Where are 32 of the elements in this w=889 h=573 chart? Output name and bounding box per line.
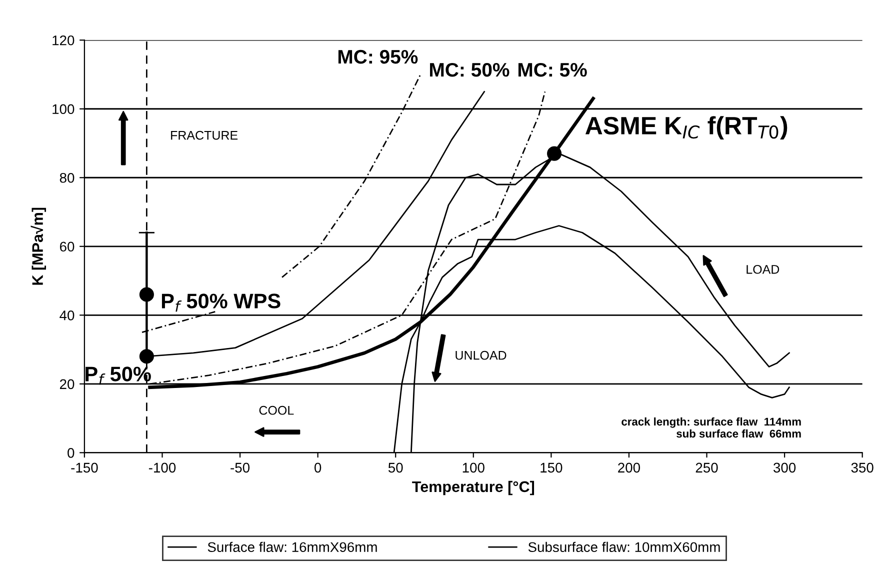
y-tick-label: 80	[60, 172, 74, 183]
x-tick-label: 0	[314, 462, 322, 473]
y-tick-label: 60	[60, 242, 74, 252]
annotation: P$_{f}$ 50% WPS	[162, 294, 280, 312]
annotation: crack length: surface flaw 114mm sub surface flaw 66mm	[622, 417, 801, 438]
x-axis-title: Temperature [°C]	[412, 480, 534, 496]
annotation: MC: 5%	[518, 62, 587, 77]
x-tick-label: 50	[388, 462, 403, 473]
annotation: LOAD	[746, 264, 780, 274]
y-tick-label: 0	[68, 448, 74, 458]
annotation: UNLOAD	[456, 350, 506, 360]
y-tick-label: 100	[52, 104, 74, 114]
x-tick-label: 350	[851, 462, 874, 473]
y-tick-label: 40	[60, 310, 74, 320]
legend-label: Surface flaw: 16mmX96mm	[208, 542, 377, 552]
x-tick-label: -100	[148, 462, 176, 473]
annotation: ASME K$_{IC}$ f(RT$_{T0}$)	[585, 116, 788, 140]
annotation: MC: 95%	[338, 50, 418, 64]
x-tick-label: -50	[230, 462, 250, 473]
x-tick-label: 300	[773, 462, 796, 473]
x-tick-label: 100	[462, 462, 484, 473]
annotation: COOL	[259, 406, 294, 415]
annotation: MC: 50%	[430, 62, 510, 77]
x-tick-label: 150	[540, 462, 562, 473]
y-tick-label: 20	[60, 379, 74, 390]
annotation: FRACTURE	[171, 130, 238, 140]
x-tick-label: -150	[71, 462, 98, 473]
x-tick-label: 200	[618, 462, 640, 473]
x-tick-label: 250	[696, 462, 718, 473]
legend-label: Subsurface flaw: 10mmX60mm	[528, 542, 720, 552]
y-tick-label: 120	[52, 35, 74, 46]
y-axis-title: K [MPa√m]	[30, 208, 46, 285]
